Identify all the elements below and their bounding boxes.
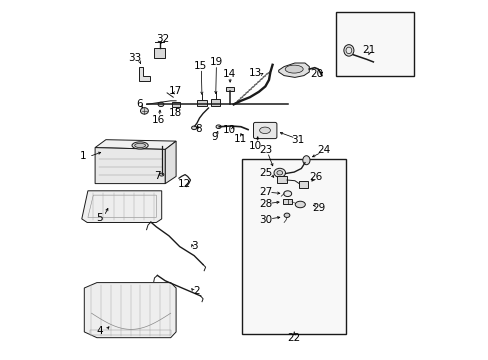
Text: 33: 33 [128, 53, 141, 63]
Ellipse shape [191, 126, 196, 130]
Text: 2: 2 [193, 286, 200, 296]
Text: 27: 27 [258, 186, 271, 197]
Ellipse shape [343, 45, 353, 56]
Text: 15: 15 [194, 60, 207, 71]
Bar [226, 87, 233, 91]
FancyBboxPatch shape [253, 122, 276, 139]
Text: 18: 18 [168, 108, 182, 118]
Polygon shape [95, 148, 165, 184]
Text: 13: 13 [248, 68, 262, 78]
Ellipse shape [259, 127, 270, 134]
Ellipse shape [158, 102, 163, 107]
Text: 24: 24 [316, 145, 330, 155]
Text: 21: 21 [361, 45, 375, 55]
Text: 19: 19 [209, 57, 223, 67]
Ellipse shape [216, 125, 221, 129]
Polygon shape [84, 283, 176, 338]
Ellipse shape [346, 47, 351, 54]
Text: 1: 1 [80, 151, 86, 161]
Ellipse shape [276, 171, 282, 175]
Ellipse shape [132, 142, 148, 149]
FancyBboxPatch shape [242, 159, 346, 334]
FancyBboxPatch shape [335, 12, 413, 76]
Text: 9: 9 [211, 132, 218, 142]
Text: 8: 8 [195, 124, 202, 134]
Ellipse shape [283, 191, 291, 197]
Text: 11: 11 [233, 134, 246, 144]
Text: 3: 3 [191, 240, 198, 251]
Polygon shape [81, 191, 162, 222]
Bar [211, 99, 220, 106]
Text: 25: 25 [258, 168, 271, 178]
Text: 7: 7 [154, 171, 161, 181]
Bar [283, 199, 291, 204]
Ellipse shape [140, 108, 148, 114]
Bar [172, 102, 180, 107]
Polygon shape [95, 140, 176, 149]
Ellipse shape [284, 213, 289, 217]
Text: 5: 5 [96, 213, 103, 223]
Polygon shape [165, 141, 176, 184]
Ellipse shape [273, 168, 285, 177]
Ellipse shape [159, 173, 163, 176]
Bar [276, 176, 286, 183]
Text: 14: 14 [223, 69, 236, 79]
Text: 31: 31 [290, 135, 304, 145]
Ellipse shape [285, 65, 303, 73]
Text: 12: 12 [177, 179, 190, 189]
Text: 29: 29 [311, 203, 325, 213]
Text: 23: 23 [258, 145, 271, 155]
Text: 10: 10 [223, 125, 235, 135]
Ellipse shape [302, 156, 309, 165]
Ellipse shape [295, 201, 305, 208]
Text: 20: 20 [309, 69, 323, 79]
Text: 30: 30 [258, 215, 271, 225]
Text: 6: 6 [136, 99, 142, 109]
Polygon shape [278, 63, 309, 77]
Text: 22: 22 [287, 333, 300, 343]
Text: 16: 16 [152, 114, 165, 125]
Bar [299, 181, 307, 188]
Text: 17: 17 [168, 86, 182, 96]
Text: 32: 32 [156, 34, 169, 44]
Bar [197, 100, 206, 106]
Bar [153, 48, 165, 58]
Text: 26: 26 [308, 172, 322, 182]
Text: 10: 10 [248, 141, 262, 151]
Polygon shape [139, 67, 150, 81]
Text: 4: 4 [96, 326, 103, 336]
Text: 28: 28 [258, 199, 271, 210]
Ellipse shape [134, 143, 145, 148]
